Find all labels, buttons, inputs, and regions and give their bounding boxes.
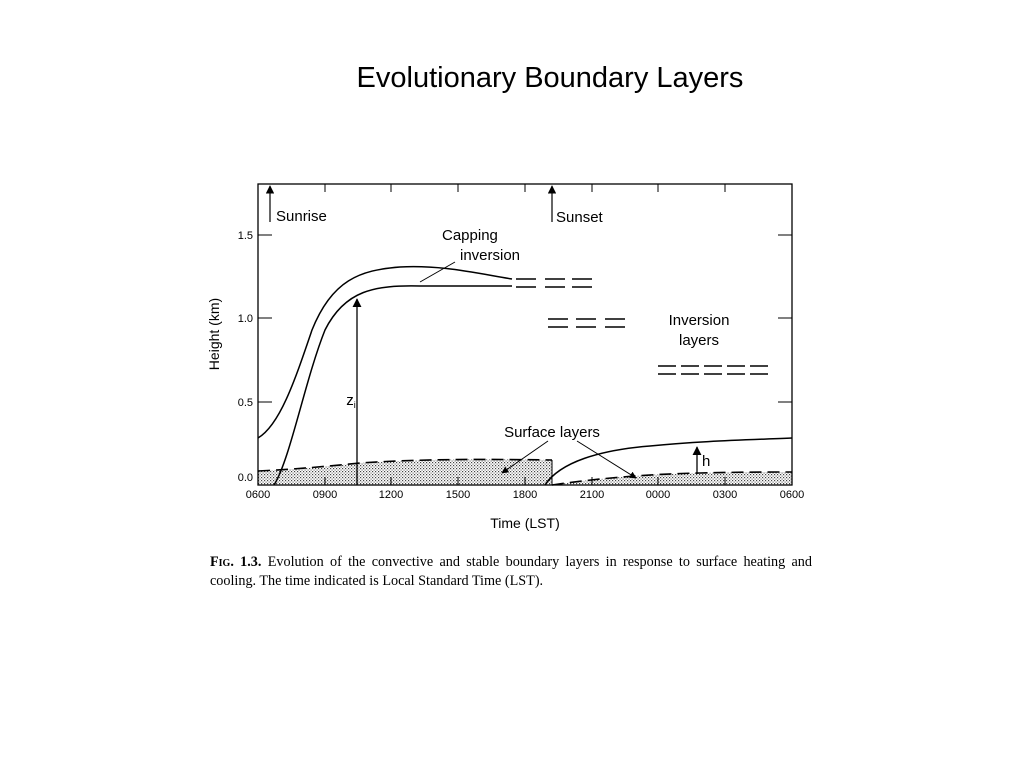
x-tick-label: 0000 <box>646 489 670 501</box>
x-axis-title: Time (LST) <box>490 515 559 531</box>
x-tick-label: 1800 <box>513 489 537 501</box>
x-ticks <box>324 184 726 485</box>
inversion-layers-label-1: Inversion <box>669 312 730 329</box>
mixed-layer-top-curve <box>273 285 512 486</box>
x-tick-label: 2100 <box>580 489 604 501</box>
day-surface-layer-shading <box>258 459 552 485</box>
slide-title: Evolutionary Boundary Layers <box>356 62 744 94</box>
capping-inversion-label-1: Capping <box>442 227 498 244</box>
x-tick-label: 0600 <box>780 489 804 501</box>
zi-label: zi <box>346 392 356 410</box>
capping-inversion-pointer <box>419 261 456 283</box>
figure-caption: Fig. 1.3. Evolution of the convective an… <box>210 553 812 591</box>
caption-text: Evolution of the convective and stable b… <box>210 554 812 589</box>
surface-layers-label: Surface layers <box>504 424 600 441</box>
sunrise-label: Sunrise <box>276 208 327 225</box>
surface-layers-pointer-left <box>501 440 549 474</box>
x-tick-label: 0300 <box>713 489 737 501</box>
x-tick-label: 0600 <box>246 489 270 501</box>
y-tick-label: 0.5 <box>238 397 253 409</box>
night-surface-layer-shading <box>552 472 792 485</box>
y-tick-label: 1.5 <box>238 230 253 242</box>
inversion-layer-dashes-mid <box>548 318 625 328</box>
x-tick-label: 1500 <box>446 489 470 501</box>
capping-inversion-label-2: inversion <box>460 247 520 264</box>
h-label: h <box>702 453 710 470</box>
y-ticks <box>258 234 792 403</box>
y-tick-label: 0.0 <box>238 472 253 484</box>
caption-label: Fig. 1.3. <box>210 554 262 570</box>
y-axis-title: Height (km) <box>206 298 222 370</box>
x-tick-label: 0900 <box>313 489 337 501</box>
inversion-layers-label-2: layers <box>679 332 719 349</box>
nocturnal-layer-curve <box>544 437 793 486</box>
residual-layer-dashes <box>516 278 592 288</box>
y-tick-label: 1.0 <box>238 313 253 325</box>
day-surface-layer-boundary <box>257 458 553 472</box>
night-surface-layer-boundary <box>551 471 793 486</box>
surface-layers-pointer-right <box>576 440 637 479</box>
sunset-label: Sunset <box>556 209 604 226</box>
capping-inversion-top-curve <box>257 265 513 439</box>
x-tick-label: 1200 <box>379 489 403 501</box>
inversion-layer-dashes-right <box>658 365 768 375</box>
